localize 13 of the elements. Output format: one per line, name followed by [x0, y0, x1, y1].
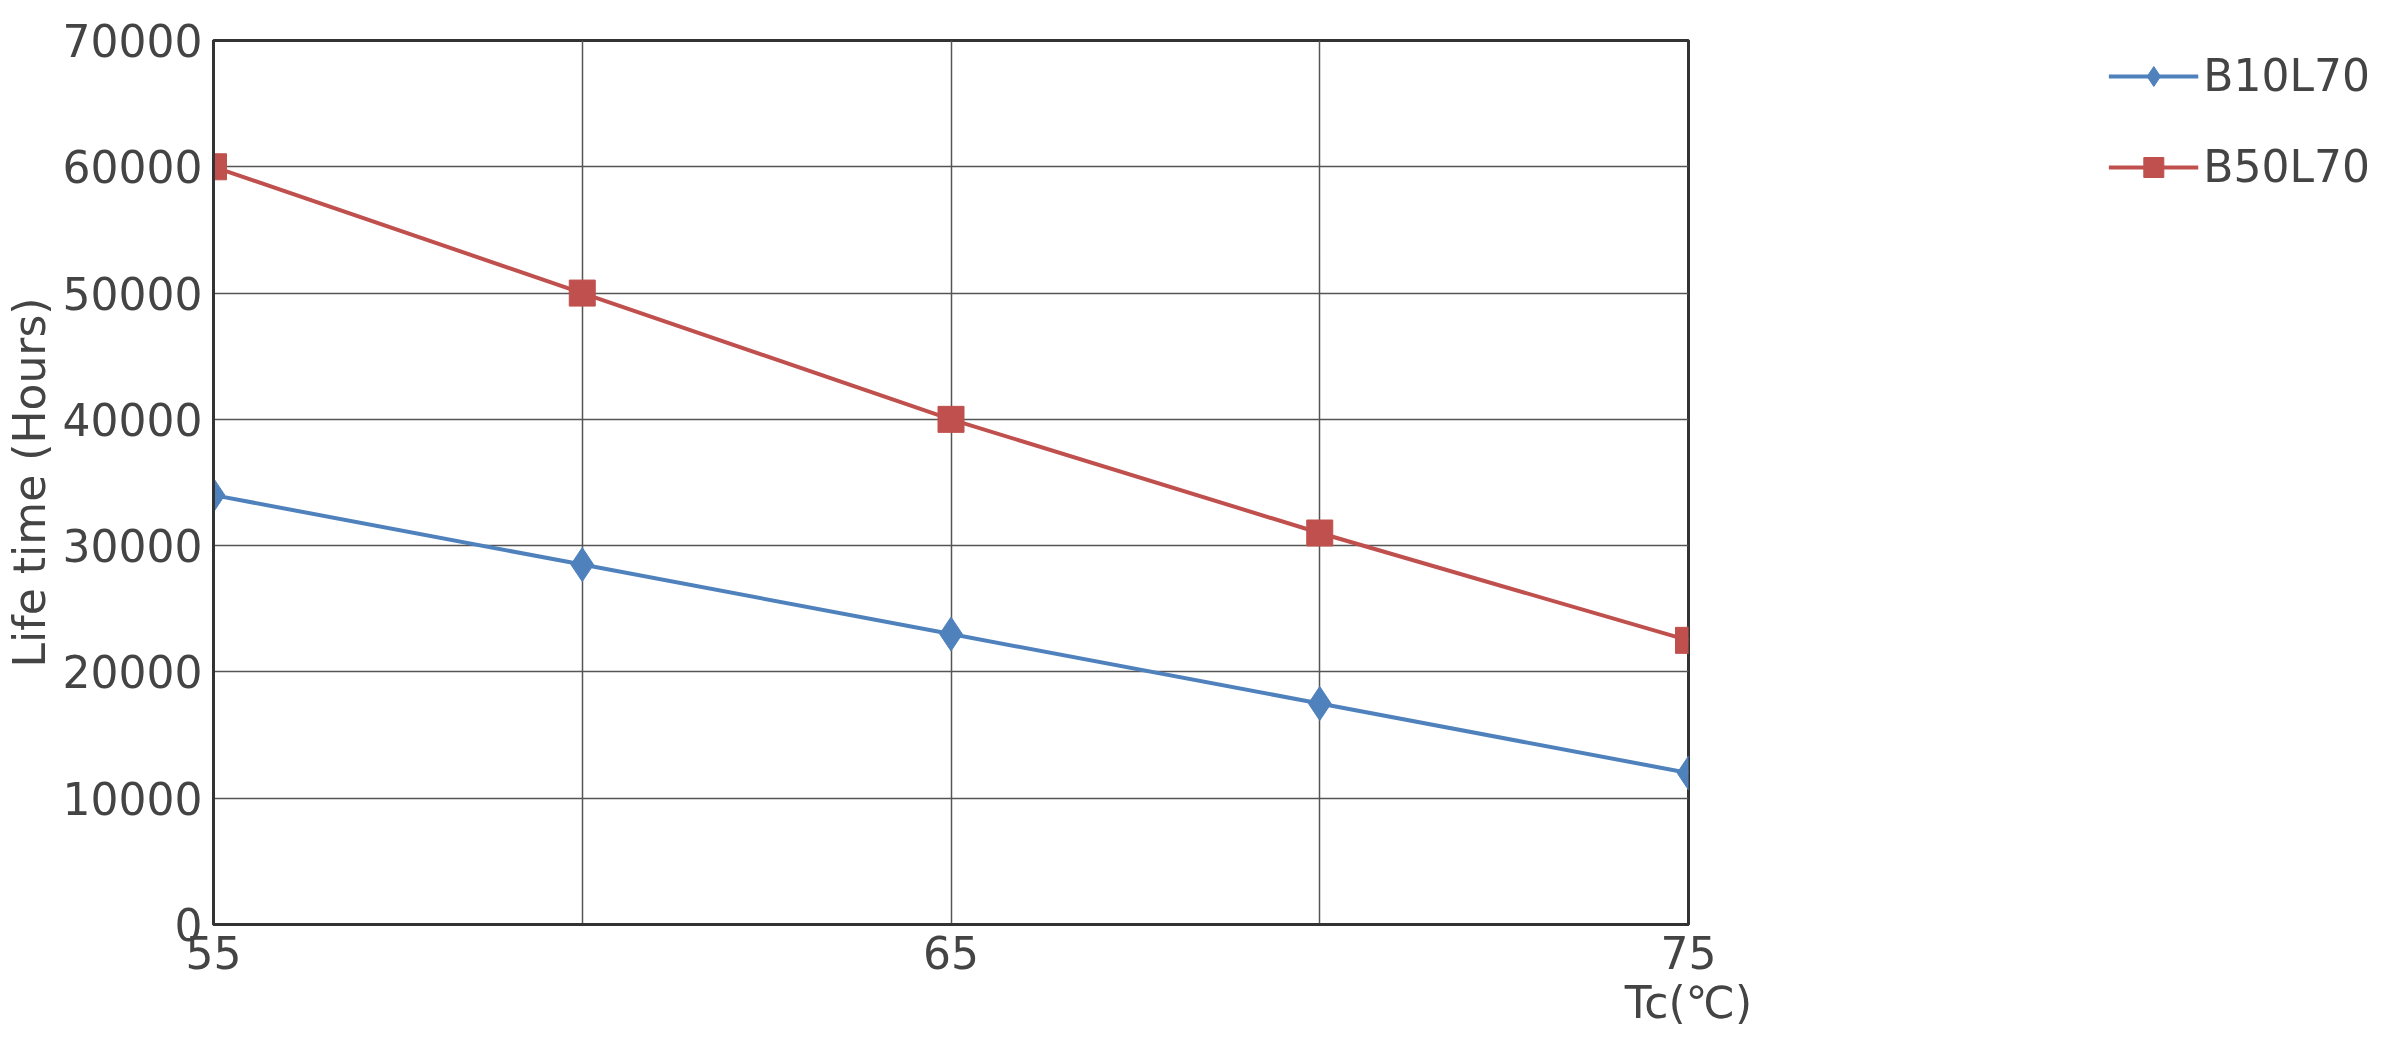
y-tick-label: 50000 — [62, 268, 203, 320]
y-tick-label: 10000 — [62, 773, 203, 825]
y-tick-label: 40000 — [62, 394, 203, 446]
legend-label: B10L70 — [2203, 50, 2370, 101]
legend-label: B50L70 — [2203, 141, 2370, 192]
x-tick-label: 75 — [1660, 927, 1717, 979]
y-tick-label: 60000 — [62, 142, 203, 194]
y-tick-label: 70000 — [62, 16, 203, 67]
y-tick-label: 30000 — [62, 521, 203, 573]
y-tick-label: 20000 — [62, 647, 203, 699]
y-axis-title: Life time (Hours) — [3, 297, 55, 668]
x-tick-label: 65 — [923, 927, 980, 979]
x-axis-title: Tc(℃) — [1623, 976, 1753, 1028]
